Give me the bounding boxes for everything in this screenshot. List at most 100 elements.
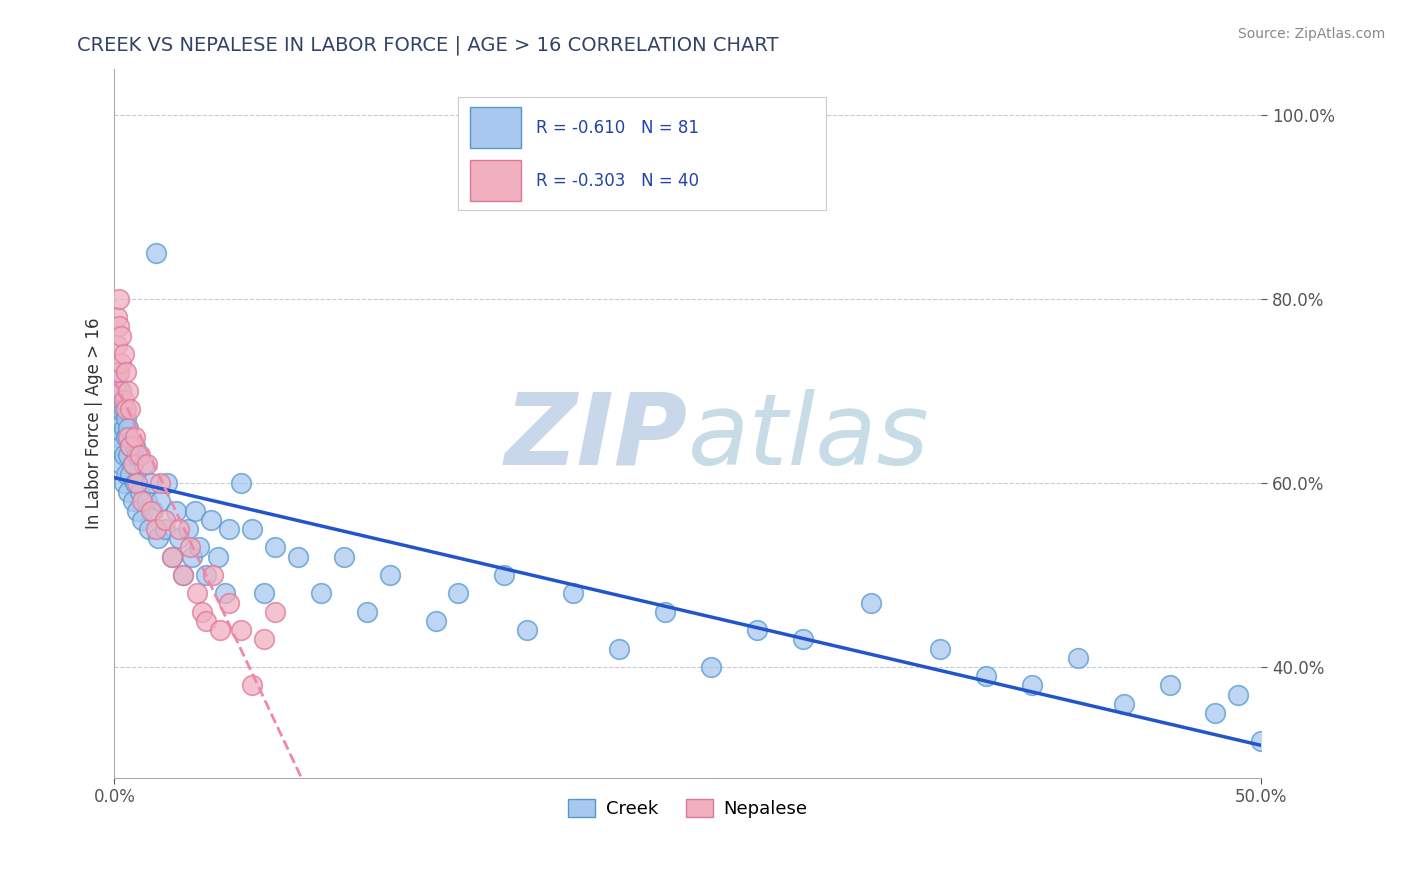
Point — [135, 458, 157, 472]
Point — [181, 549, 204, 564]
Point — [112, 392, 135, 407]
Point — [562, 586, 585, 600]
Point — [1112, 697, 1135, 711]
Point — [121, 458, 143, 472]
Point — [309, 586, 332, 600]
Point — [112, 448, 135, 462]
Point — [1227, 688, 1250, 702]
Point — [1204, 706, 1226, 720]
Point — [139, 503, 162, 517]
Point — [160, 549, 183, 564]
Point — [105, 420, 128, 434]
Point — [378, 568, 401, 582]
Point — [165, 503, 187, 517]
Point — [115, 365, 138, 379]
Point — [120, 467, 142, 481]
Point — [110, 328, 132, 343]
Point — [108, 365, 131, 379]
Point — [156, 475, 179, 490]
Point — [700, 660, 723, 674]
Point — [1067, 651, 1090, 665]
Point — [160, 549, 183, 564]
Point — [115, 402, 138, 417]
Point — [120, 439, 142, 453]
Point — [131, 513, 153, 527]
Point — [172, 568, 194, 582]
Point — [167, 522, 190, 536]
Point — [447, 586, 470, 600]
Point — [117, 448, 139, 462]
Point — [105, 338, 128, 352]
Point — [264, 605, 287, 619]
Point — [1159, 678, 1181, 692]
Point — [117, 430, 139, 444]
Point — [127, 503, 149, 517]
Point — [112, 475, 135, 490]
Point — [240, 678, 263, 692]
Point — [108, 392, 131, 407]
Point — [117, 485, 139, 500]
Point — [128, 485, 150, 500]
Point — [134, 458, 156, 472]
Point — [264, 541, 287, 555]
Point — [218, 596, 240, 610]
Point — [105, 375, 128, 389]
Point — [745, 624, 768, 638]
Point — [654, 605, 676, 619]
Point — [112, 347, 135, 361]
Point — [108, 430, 131, 444]
Point — [218, 522, 240, 536]
Point — [229, 475, 252, 490]
Point — [108, 319, 131, 334]
Point — [120, 439, 142, 453]
Point — [153, 513, 176, 527]
Point — [356, 605, 378, 619]
Point — [115, 411, 138, 425]
Point — [792, 632, 814, 647]
Point — [121, 494, 143, 508]
Point — [115, 430, 138, 444]
Point — [179, 541, 201, 555]
Point — [172, 568, 194, 582]
Point — [124, 439, 146, 453]
Point — [149, 475, 172, 490]
Point — [112, 420, 135, 434]
Point — [138, 522, 160, 536]
Point — [153, 522, 176, 536]
Point — [127, 448, 149, 462]
Point — [115, 467, 138, 481]
Point — [214, 586, 236, 600]
Point — [177, 522, 200, 536]
Point — [110, 402, 132, 417]
Point — [124, 430, 146, 444]
Point — [516, 624, 538, 638]
Point — [287, 549, 309, 564]
Text: CREEK VS NEPALESE IN LABOR FORCE | AGE > 16 CORRELATION CHART: CREEK VS NEPALESE IN LABOR FORCE | AGE >… — [77, 36, 779, 55]
Point — [139, 475, 162, 490]
Point — [146, 531, 169, 545]
Point — [117, 384, 139, 398]
Point — [110, 356, 132, 370]
Point — [145, 522, 167, 536]
Text: atlas: atlas — [688, 389, 929, 486]
Point — [974, 669, 997, 683]
Point — [167, 531, 190, 545]
Point — [240, 522, 263, 536]
Point — [112, 402, 135, 417]
Point — [929, 641, 952, 656]
Point — [127, 475, 149, 490]
Point — [149, 494, 172, 508]
Text: Source: ZipAtlas.com: Source: ZipAtlas.com — [1237, 27, 1385, 41]
Point — [135, 494, 157, 508]
Point — [120, 402, 142, 417]
Point — [105, 310, 128, 325]
Point — [208, 624, 231, 638]
Point — [607, 641, 630, 656]
Point — [110, 458, 132, 472]
Point — [108, 292, 131, 306]
Point — [110, 384, 132, 398]
Point — [186, 586, 208, 600]
Point — [200, 513, 222, 527]
Point — [860, 596, 883, 610]
Y-axis label: In Labor Force | Age > 16: In Labor Force | Age > 16 — [86, 318, 103, 529]
